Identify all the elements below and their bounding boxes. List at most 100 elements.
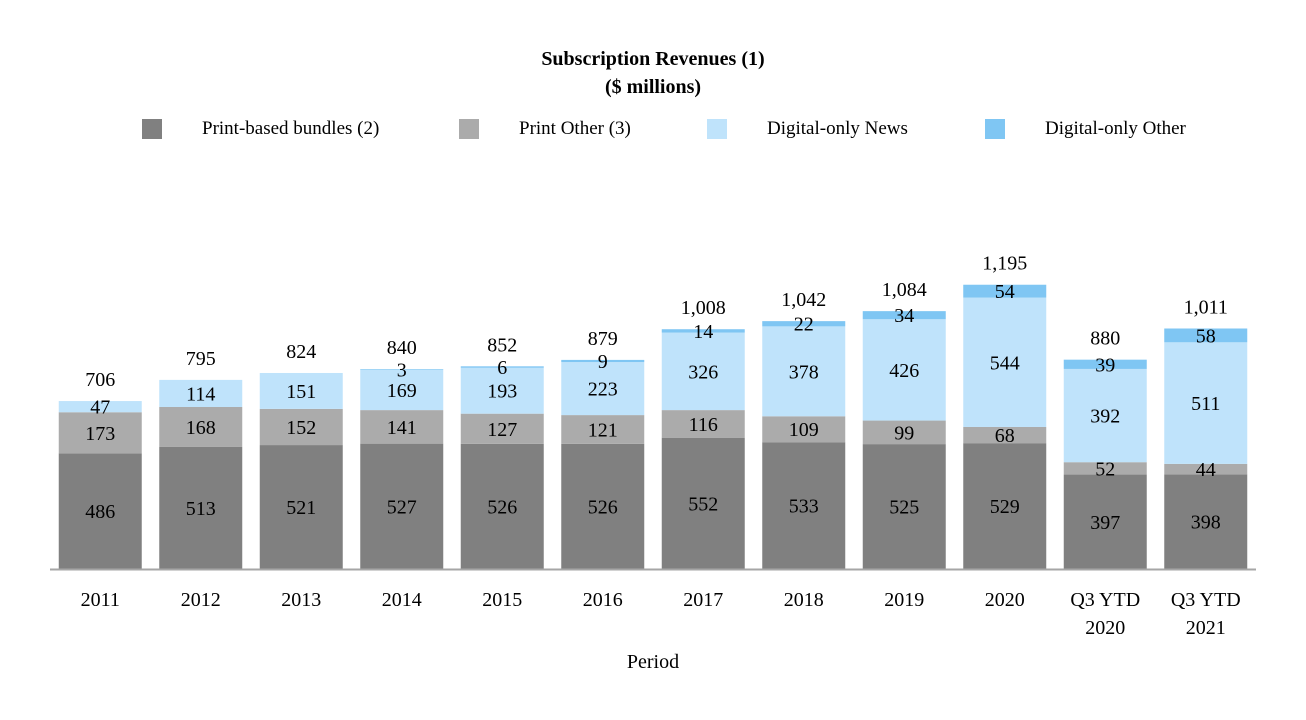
- bar-segment: [1164, 474, 1248, 569]
- data-label: 193: [487, 381, 517, 403]
- data-label: 398: [1191, 512, 1221, 534]
- legend-swatch: [142, 119, 162, 139]
- data-label: 47: [90, 397, 110, 419]
- legend-label: Print Other (3): [519, 118, 631, 139]
- data-label: 152: [286, 417, 316, 439]
- total-label: 824: [286, 341, 316, 363]
- bar-segment: [460, 413, 544, 444]
- bar-segment: [360, 410, 444, 444]
- bar-segment: [561, 362, 645, 416]
- x-tick-label: 2018: [784, 589, 824, 611]
- bar-segment: [460, 366, 544, 368]
- bar-segment: [1063, 474, 1147, 569]
- data-label: 54: [995, 281, 1015, 303]
- bar-segment: [460, 367, 544, 414]
- bar-segment: [259, 445, 343, 569]
- bar-segment: [1164, 328, 1248, 343]
- legend-swatch: [707, 119, 727, 139]
- bar-segment: [58, 412, 142, 454]
- total-label: 706: [85, 369, 115, 391]
- legend-label: Print-based bundles (2): [202, 118, 380, 139]
- data-label: 6: [497, 357, 507, 379]
- data-label: 127: [487, 419, 517, 441]
- data-label: 116: [689, 414, 718, 436]
- legend-swatch: [459, 119, 479, 139]
- data-label: 9: [598, 351, 608, 373]
- bar-segment: [862, 311, 946, 320]
- bar-segment: [259, 408, 343, 446]
- data-label: 511: [1191, 393, 1220, 415]
- bar-segment: [762, 321, 846, 327]
- total-label: 840: [387, 337, 417, 359]
- data-label: 169: [387, 380, 417, 402]
- data-label: 151: [286, 381, 316, 403]
- bar-segment: [561, 359, 645, 363]
- bar-segment: [159, 379, 243, 408]
- chart-subtitle: ($ millions): [604, 76, 702, 98]
- bar-segment: [460, 443, 544, 569]
- bar-segment: [360, 443, 444, 569]
- data-label: 486: [85, 501, 115, 523]
- data-label: 392: [1090, 406, 1120, 428]
- x-tick-labels-group: 2011 2012 2013 2014 2015 2016 2017 2018 2019 2020…: [81, 589, 1241, 639]
- bar-segment: [762, 442, 846, 569]
- bar-segment: [862, 420, 946, 445]
- data-label: 114: [186, 383, 215, 405]
- data-label: 223: [588, 379, 618, 401]
- bar-segment: [862, 444, 946, 569]
- bar-segment: [862, 319, 946, 421]
- data-label: 34: [894, 305, 914, 327]
- x-tick-label: 2020: [1085, 617, 1125, 639]
- x-tick-label: 2020: [985, 589, 1025, 611]
- bar-segment: [1063, 368, 1147, 463]
- bar-segment: [1063, 462, 1147, 475]
- data-label: 22: [794, 314, 814, 336]
- total-label: 795: [186, 348, 216, 370]
- data-label: 14: [693, 321, 713, 343]
- data-label: 397: [1090, 512, 1120, 534]
- bar-segment: [762, 326, 846, 417]
- bar-segment: [58, 453, 142, 569]
- data-label: 544: [990, 352, 1020, 374]
- data-label: 168: [186, 417, 216, 439]
- data-label: 552: [688, 493, 718, 515]
- bar-segment: [360, 369, 444, 411]
- data-label: 68: [995, 425, 1015, 447]
- x-tick-label: Q3 YTD: [1171, 589, 1241, 611]
- data-label: 173: [85, 423, 115, 445]
- x-tick-label: Q3 YTD: [1070, 589, 1140, 611]
- bar-segment: [259, 372, 343, 409]
- data-label: 58: [1196, 325, 1216, 347]
- total-label: 879: [588, 328, 618, 350]
- x-tick-label: 2016: [583, 589, 623, 611]
- data-label: 378: [789, 361, 819, 383]
- data-label: 39: [1095, 354, 1115, 376]
- bar-segment: [1164, 463, 1248, 475]
- total-label: 1,084: [882, 279, 927, 301]
- total-label: 1,195: [982, 253, 1027, 275]
- data-label: 44: [1196, 459, 1216, 481]
- data-label: 426: [889, 360, 919, 382]
- x-tick-label: 2015: [482, 589, 522, 611]
- x-axis-label: Period: [627, 651, 679, 673]
- data-label: 526: [588, 496, 618, 518]
- data-label: 526: [487, 496, 517, 518]
- data-label: 141: [387, 417, 417, 439]
- bar-segment: [58, 401, 142, 413]
- total-label: 1,042: [781, 289, 826, 311]
- bar-segment: [661, 437, 745, 569]
- labels-group: 486 173 47 706 513 168 114 795 521 152 151 824 527 14…: [85, 253, 1228, 534]
- total-label: 880: [1090, 328, 1120, 350]
- data-label: 109: [789, 419, 819, 441]
- bar-segment: [963, 284, 1047, 298]
- bar-segment: [963, 443, 1047, 569]
- data-label: 527: [387, 496, 417, 518]
- data-label: 3: [397, 360, 407, 382]
- bar-segment: [561, 443, 645, 569]
- x-tick-label: 2013: [281, 589, 321, 611]
- data-label: 52: [1095, 458, 1115, 480]
- total-label: 1,011: [1184, 297, 1228, 319]
- data-label: 533: [789, 496, 819, 518]
- bar-segment: [963, 426, 1047, 444]
